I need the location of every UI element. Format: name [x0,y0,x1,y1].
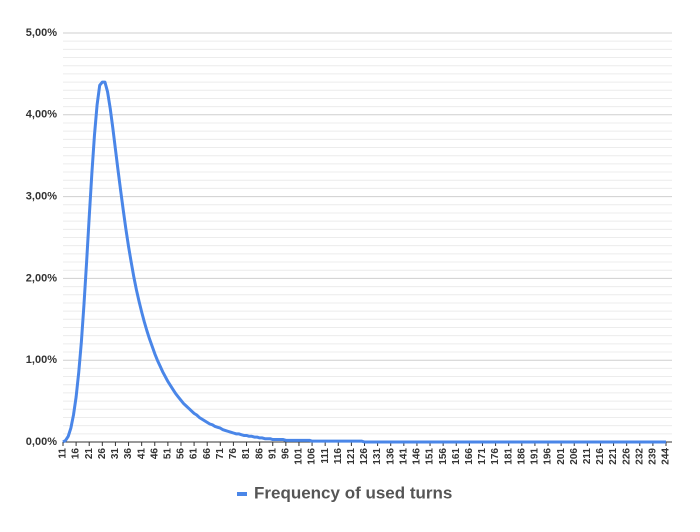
x-tick-label: 211 [582,448,593,465]
x-tick-label: 66 [202,448,213,460]
x-tick-label: 46 [149,448,160,460]
x-tick-label: 86 [254,448,265,460]
x-tick-label: 41 [136,448,147,460]
x-tick-label: 101 [294,448,305,465]
x-tick-label: 106 [307,448,318,465]
x-tick-label: 131 [372,448,383,465]
x-tick-label: 126 [359,448,370,465]
x-tick-label: 146 [412,448,423,465]
x-tick-label: 91 [267,448,278,460]
x-tick-label: 232 [634,448,645,465]
x-tick-label: 226 [621,448,632,465]
x-tick-label: 239 [648,448,659,465]
x-tick-label: 191 [530,448,541,465]
x-tick-label: 51 [163,448,174,460]
x-tick-label: 166 [464,448,475,465]
x-tick-label: 36 [123,448,134,460]
x-tick-label: 116 [333,448,344,465]
x-tick-label: 206 [569,448,580,465]
x-tick-label: 136 [385,448,396,465]
x-tick-label: 216 [595,448,606,465]
x-tick-label: 186 [516,448,527,465]
x-tick-label: 244 [661,448,672,465]
x-tick-label: 26 [97,448,108,460]
y-tick-label: 4,00% [26,109,57,121]
x-tick-label: 141 [398,448,409,465]
x-tick-label: 96 [280,448,291,460]
x-tick-label: 76 [228,448,239,460]
x-tick-label: 11 [58,448,69,459]
x-tick-label: 71 [215,448,226,460]
x-tick-label: 111 [320,448,331,464]
y-tick-label: 2,00% [26,272,57,284]
y-tick-label: 3,00% [26,191,57,203]
x-tick-label: 181 [503,448,514,465]
x-tick-label: 56 [176,448,187,460]
x-tick-label: 171 [477,448,488,465]
x-tick-label: 161 [451,448,462,465]
x-tick-label: 21 [84,448,95,460]
x-tick-label: 156 [438,448,449,465]
x-tick-label: 121 [346,448,357,465]
x-tick-label: 16 [71,448,82,460]
y-tick-label: 5,00% [26,27,57,39]
x-tick-label: 196 [543,448,554,465]
x-tick-label: 221 [608,448,619,465]
y-tick-label: 0,00% [26,436,57,448]
legend-label: Frequency of used turns [254,483,452,502]
x-tick-label: 176 [490,448,501,465]
x-tick-label: 61 [189,448,200,460]
data-line [62,80,666,444]
x-tick-label: 31 [110,448,121,460]
y-tick-label: 1,00% [26,354,57,366]
x-tick-label: 151 [425,448,436,465]
x-tick-label: 201 [556,448,567,465]
x-tick-label: 81 [241,448,252,460]
